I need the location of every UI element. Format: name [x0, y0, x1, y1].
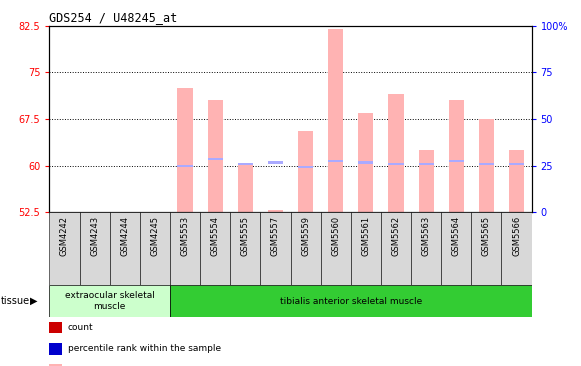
Bar [389, 94, 404, 212]
Bar [441, 212, 471, 285]
Text: extraocular skeletal
muscle: extraocular skeletal muscle [64, 291, 155, 311]
Bar [238, 163, 253, 165]
Bar [268, 161, 283, 164]
Text: GSM5566: GSM5566 [512, 216, 521, 256]
Text: ▶: ▶ [30, 296, 38, 306]
Bar [449, 160, 464, 162]
Bar [298, 166, 313, 168]
Text: GSM5560: GSM5560 [331, 216, 340, 256]
Bar [479, 163, 494, 165]
Bar [449, 100, 464, 212]
Bar [140, 212, 170, 285]
Bar [177, 88, 192, 212]
Text: GSM5553: GSM5553 [181, 216, 189, 256]
Bar [170, 285, 532, 317]
Bar [268, 210, 283, 212]
Bar [501, 212, 532, 285]
Text: GDS254 / U48245_at: GDS254 / U48245_at [49, 11, 178, 25]
Bar [110, 212, 140, 285]
Bar [290, 212, 321, 285]
Text: GSM5565: GSM5565 [482, 216, 491, 256]
Bar [260, 212, 290, 285]
Text: tissue: tissue [1, 296, 30, 306]
Text: GSM5564: GSM5564 [452, 216, 461, 256]
Bar [479, 119, 494, 212]
Bar [321, 212, 351, 285]
Bar [328, 29, 343, 212]
Text: GSM5561: GSM5561 [361, 216, 370, 256]
Bar [381, 212, 411, 285]
Text: GSM5559: GSM5559 [301, 216, 310, 256]
Bar [80, 212, 110, 285]
Text: GSM4242: GSM4242 [60, 216, 69, 256]
Bar [509, 163, 524, 165]
Bar [207, 158, 223, 160]
Bar [411, 212, 441, 285]
Bar [49, 285, 170, 317]
Bar [389, 163, 404, 165]
Text: GSM4245: GSM4245 [150, 216, 159, 256]
Text: GSM5557: GSM5557 [271, 216, 280, 256]
Bar [351, 212, 381, 285]
Bar [358, 161, 374, 164]
Text: GSM4243: GSM4243 [90, 216, 99, 256]
Bar [328, 160, 343, 162]
Bar [418, 163, 433, 165]
Bar [177, 165, 192, 167]
Text: GSM5562: GSM5562 [392, 216, 400, 256]
Bar [238, 164, 253, 212]
Text: GSM5563: GSM5563 [422, 216, 431, 256]
Bar [418, 150, 433, 212]
Text: count: count [68, 323, 94, 332]
Text: GSM5554: GSM5554 [211, 216, 220, 256]
Bar [170, 212, 200, 285]
Text: tibialis anterior skeletal muscle: tibialis anterior skeletal muscle [279, 296, 422, 306]
Text: GSM4244: GSM4244 [120, 216, 129, 256]
Bar [509, 150, 524, 212]
Bar [471, 212, 501, 285]
Text: GSM5555: GSM5555 [241, 216, 250, 256]
Bar [49, 212, 80, 285]
Bar [230, 212, 260, 285]
Bar [200, 212, 230, 285]
Text: percentile rank within the sample: percentile rank within the sample [68, 344, 221, 353]
Bar [298, 131, 313, 212]
Bar [358, 113, 374, 212]
Bar [207, 100, 223, 212]
